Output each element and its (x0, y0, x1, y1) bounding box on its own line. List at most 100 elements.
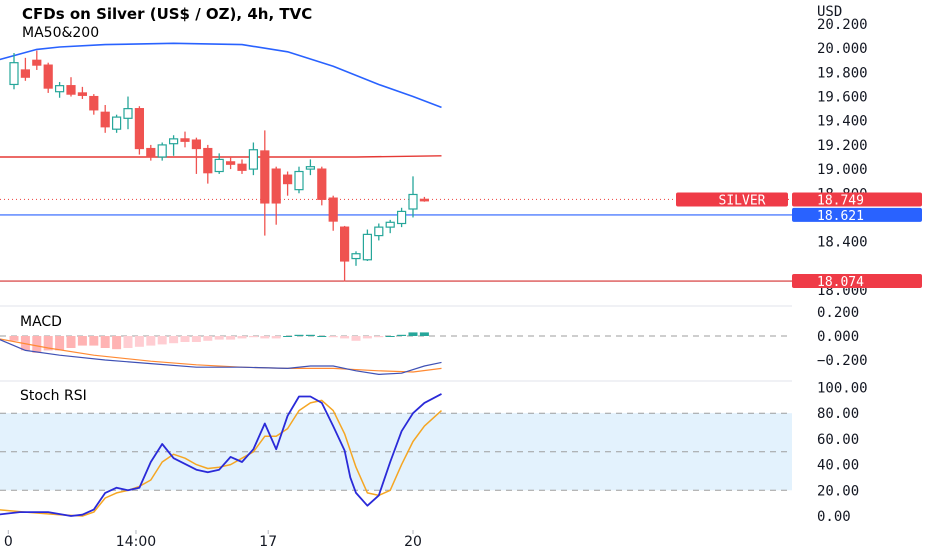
candle (351, 251, 361, 266)
candle (237, 159, 247, 174)
price-tick-label: 18.400 (817, 235, 868, 251)
candle (54, 82, 65, 98)
macd-histogram-bar (260, 336, 270, 339)
macd-histogram-bar (134, 336, 144, 347)
candle-body-down (260, 150, 270, 204)
stoch-tick-label: 80.00 (817, 406, 859, 422)
stoch-tick-label: 40.00 (817, 458, 859, 474)
candle-body-down (32, 59, 42, 66)
macd-histogram-bar (89, 336, 99, 346)
macd-tick-label: −0.200 (817, 353, 868, 369)
candle-body-up (111, 116, 122, 130)
price-pane[interactable] (0, 42, 792, 282)
macd-histogram-bar (408, 332, 418, 336)
candle (397, 207, 407, 228)
ma50-line (0, 42, 442, 109)
macd-histogram-bar (351, 336, 361, 341)
candle (66, 77, 76, 97)
candle-body-up (157, 144, 167, 158)
stoch-k-line (0, 393, 442, 517)
stoch-d-line (0, 399, 443, 517)
macd-pane[interactable] (0, 332, 792, 375)
macd-histogram-bar (123, 336, 133, 348)
currency-label: USD (817, 4, 842, 20)
macd-histogram-bar (55, 336, 65, 351)
price-badge-value: 18.074 (817, 275, 864, 290)
candle-body-down (340, 226, 350, 262)
price-tick-label: 19.600 (817, 90, 868, 106)
price-tick-label: 19.200 (817, 138, 868, 154)
candle-body-up (294, 170, 304, 191)
macd-histogram-bar (146, 336, 156, 346)
candle-body-down (89, 95, 99, 111)
price-tick-label: 19.800 (817, 65, 868, 81)
macd-histogram-bar (419, 332, 429, 336)
price-badge-value: 18.749 (817, 193, 864, 208)
candle-body-down (134, 108, 144, 150)
candle-body-down (226, 161, 236, 165)
y-axis-labels: 20.200 20.000 19.800 19.600 19.400 19.200 19.0… (817, 17, 868, 525)
macd-histogram-bar (157, 336, 167, 345)
macd-histogram-bar (191, 336, 201, 342)
price-tick-label: 19.400 (817, 114, 868, 130)
macd-histogram-bar (340, 336, 350, 339)
stoch-rsi-title: Stoch RSI (20, 388, 87, 404)
candle (305, 159, 315, 176)
candle (260, 130, 270, 236)
macd-histogram-bar (214, 336, 224, 340)
x-tick-label: 0 (4, 534, 13, 550)
candle-body-down (191, 139, 201, 150)
macd-tick-label: 0.200 (817, 305, 859, 321)
candle-body-down (283, 174, 293, 185)
candle (77, 86, 88, 99)
candle-body-down (100, 111, 110, 128)
candle (408, 176, 418, 218)
price-badge-value: 18.621 (817, 209, 864, 224)
stoch-tick-label: 60.00 (817, 432, 859, 448)
x-tick-label: 14:00 (116, 534, 156, 550)
candle-body-up (248, 149, 258, 170)
macd-histogram-bar (317, 336, 327, 337)
candle (100, 105, 110, 133)
macd-histogram-bar (294, 334, 304, 336)
price-badge-1 (792, 207, 922, 222)
macd-histogram-bar (374, 336, 384, 338)
candle-body-down (419, 198, 429, 202)
macd-histogram-bar (271, 336, 281, 339)
candle (89, 94, 99, 115)
macd-histogram-bar (66, 336, 76, 348)
candle (362, 229, 372, 261)
macd-histogram-bar (362, 336, 372, 339)
candle-body-up (408, 193, 418, 210)
candle (271, 166, 281, 225)
candle (374, 223, 384, 241)
macd-histogram-bar (9, 336, 19, 341)
candle-body-down (66, 85, 76, 95)
ma200-line (0, 155, 442, 158)
candle (169, 135, 179, 156)
stoch-rsi-pane[interactable] (0, 393, 792, 517)
price-tick-label: 20.000 (817, 41, 868, 57)
candle (123, 96, 133, 130)
candle (283, 171, 293, 196)
candle-body-down (317, 168, 327, 200)
symbol-badge (676, 192, 788, 207)
macd-line (0, 339, 442, 375)
macd-histogram-bar (226, 336, 236, 340)
candle (340, 225, 350, 282)
candle (111, 114, 122, 133)
symbol-badge-label: SILVER (719, 193, 766, 208)
price-tick-label: 19.000 (817, 162, 868, 178)
candle-body-up (385, 221, 395, 228)
macd-histogram-bar (43, 336, 53, 351)
candle (157, 142, 167, 161)
macd-histogram-bar (169, 336, 179, 344)
candle (43, 62, 53, 93)
candle-body-up (169, 138, 179, 145)
macd-title: MACD (20, 314, 62, 330)
price-badge-2 (792, 274, 922, 289)
candle-body-down (77, 92, 88, 96)
candle-body-up (362, 233, 372, 261)
candle-body-up (214, 158, 224, 173)
